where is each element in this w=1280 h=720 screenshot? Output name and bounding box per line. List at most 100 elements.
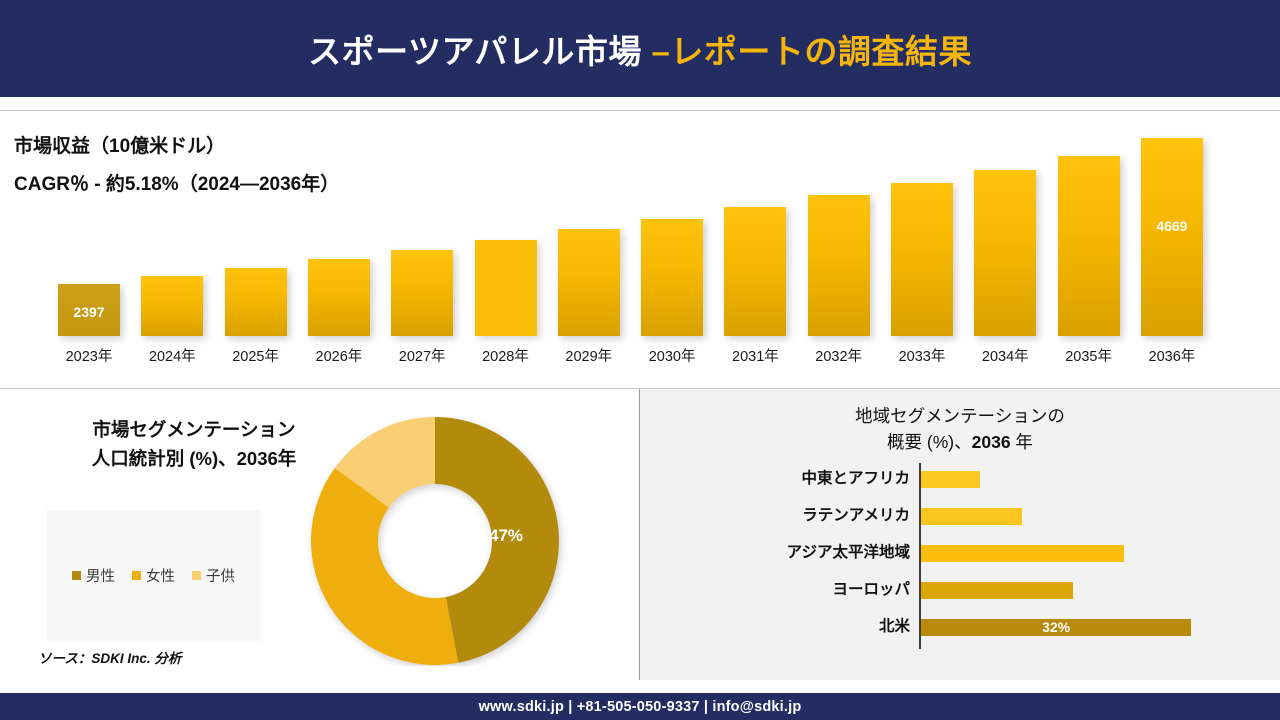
- region-bar-ラテンアメリカ: [921, 508, 1023, 525]
- region-label-中東とアフリカ: 中東とアフリカ: [801, 470, 910, 487]
- donut-title: 市場セグメンテーション 人口統計別 (%)、2036年: [44, 416, 344, 473]
- bar-column: [391, 249, 454, 336]
- bar-chart-caption: 市場収益（10億米ドル） CAGR％ - 約5.18%（2024―2036年）: [14, 137, 339, 194]
- bar-x-label: 2028年: [482, 349, 529, 365]
- bar-column: [557, 229, 620, 336]
- region-title-line2: 概要 (%)、2036 年: [640, 429, 1280, 455]
- regional-bar-chart: 中東とアフリカ ラテンアメリカアジア太平洋地域ヨーロッパ北米 32%: [640, 461, 1280, 661]
- bar-caption-line2: CAGR％ - 約5.18%（2024―2036年）: [14, 174, 340, 195]
- bar-x-label: 2025年: [232, 349, 279, 365]
- legend-item-子供: 子供: [192, 565, 235, 586]
- donut-chart: 47%: [307, 416, 567, 666]
- bar-x-label: 2031年: [732, 349, 779, 365]
- legend-swatch: [192, 571, 201, 580]
- bar-x-label: 2027年: [398, 349, 446, 365]
- bar-column: [891, 182, 953, 336]
- bar-column: [1057, 155, 1120, 336]
- bar-2030年: [641, 218, 704, 336]
- region-label-アジア太平洋地域: アジア太平洋地域: [786, 544, 910, 561]
- region-bar-ヨーロッパ: [921, 582, 1074, 599]
- bar-x-label: 2033年: [898, 349, 946, 365]
- page-title-accent: –レポートの調査結果: [651, 32, 972, 70]
- donut-title-line2: 人口統計別 (%)、2036年: [91, 447, 297, 469]
- donut-slice-女性: [311, 468, 459, 665]
- bar-2026年: [307, 258, 370, 336]
- bar-x-label: 2023年: [65, 349, 113, 365]
- bar-column: 2397: [58, 284, 120, 336]
- legend-swatch: [72, 571, 81, 580]
- legend-label: 男性: [86, 569, 115, 585]
- bar-2028年: [474, 239, 537, 336]
- bar-column: [474, 239, 537, 336]
- donut-slice-男性: [435, 417, 559, 663]
- region-row: ヨーロッパ: [640, 572, 1280, 608]
- bar-2035年: [1057, 155, 1120, 336]
- bar-column: 4669: [1140, 138, 1203, 336]
- bar-column: [974, 169, 1037, 336]
- page-footer: www.sdki.jp | +81-505-050-9337 | info@sd…: [0, 693, 1280, 720]
- footer-contact: www.sdki.jp | +81-505-050-9337 | info@sd…: [478, 698, 802, 715]
- region-title-line1: 地域セグメンテーションの: [855, 406, 1065, 426]
- bar-caption-line1: 市場収益（10億米ドル）: [14, 136, 226, 157]
- market-revenue-panel: 市場収益（10億米ドル） CAGR％ - 約5.18%（2024―2036年） …: [0, 111, 1280, 388]
- legend-swatch: [132, 571, 141, 580]
- bar-2027年: [391, 249, 454, 336]
- bar-x-label: 2030年: [648, 349, 696, 365]
- region-row: ラテンアメリカ: [640, 498, 1280, 534]
- region-row: アジア太平洋地域: [640, 535, 1280, 571]
- bar-2036年: 4669: [1140, 138, 1203, 336]
- footer-spacer: [0, 680, 1280, 693]
- bar-2024年: [141, 276, 204, 336]
- donut-legend: 男性 女性 子供: [46, 510, 261, 641]
- donut-value-label: 47%: [489, 526, 524, 545]
- bar-2029年: [557, 229, 620, 336]
- panel-vertical-divider: [639, 389, 640, 680]
- revenue-bar-chart: 2397 2023年 2024年 2025年 2026年 2027年 2028年 2029年 2…: [0, 111, 1280, 388]
- bar-x-label: 2035年: [1065, 349, 1112, 365]
- legend-item-女性: 女性: [132, 565, 175, 586]
- region-axis-line: [919, 463, 921, 649]
- page-header: スポーツアパレル市場 –レポートの調査結果: [0, 0, 1280, 97]
- bar-column: [724, 207, 787, 336]
- region-label-北米: 北米: [878, 618, 910, 635]
- demographic-segmentation-panel: 市場セグメンテーション 人口統計別 (%)、2036年 男性 女性 子供 47% ソ…: [0, 389, 640, 680]
- bar-value-label: 4669: [1156, 218, 1188, 234]
- source-note: ソース：SDKI Inc. 分析: [38, 651, 182, 666]
- donut-slice-子供: [334, 417, 435, 508]
- legend-label: 女性: [146, 569, 175, 585]
- mid-divider: [0, 388, 1280, 389]
- bar-x-label: 2032年: [815, 349, 863, 365]
- region-title-post: 年: [1010, 432, 1033, 453]
- bar-x-label: 2026年: [315, 349, 363, 365]
- region-row: 中東とアフリカ: [640, 461, 1280, 497]
- bar-2033年: [891, 182, 953, 336]
- page-title-main: スポーツアパレル市場: [308, 32, 652, 70]
- bar-2032年: [807, 195, 870, 336]
- bar-x-label: 2024年: [148, 349, 196, 365]
- header-spacer: [0, 97, 1280, 111]
- bar-2031年: [724, 207, 787, 336]
- region-row: 北米 32%: [640, 609, 1280, 645]
- donut-svg: [311, 417, 559, 665]
- header-divider: [0, 110, 1280, 111]
- bar-2034年: [974, 169, 1037, 336]
- region-bar-value-label: 32%: [1042, 619, 1071, 635]
- bar-column: [807, 195, 870, 336]
- bar-2025年: [224, 267, 287, 336]
- page-title: スポーツアパレル市場 –レポートの調査結果: [308, 25, 972, 73]
- bar-column: [307, 258, 370, 336]
- donut-title-line1: 市場セグメンテーション: [92, 419, 296, 440]
- bar-value-label: 2397: [73, 304, 105, 320]
- region-bar-北米: 32%: [921, 619, 1192, 636]
- region-bar-中東とアフリカ: [921, 471, 981, 488]
- bar-x-label: 2036年: [1148, 349, 1196, 365]
- bar-column: [141, 276, 204, 336]
- bar-x-label: 2034年: [981, 349, 1029, 365]
- bar-2023年: 2397: [58, 284, 120, 336]
- region-bar-アジア太平洋地域: [921, 545, 1124, 562]
- regional-segmentation-panel: 地域セグメンテーションの 概要 (%)、2036 年 中東とアフリカ ラテンアメリ…: [640, 389, 1280, 680]
- bar-column: [641, 218, 704, 336]
- region-title: 地域セグメンテーションの 概要 (%)、2036 年: [640, 403, 1280, 456]
- region-label-ラテンアメリカ: ラテンアメリカ: [802, 507, 910, 524]
- region-title-pre: 概要 (%)、: [887, 432, 972, 453]
